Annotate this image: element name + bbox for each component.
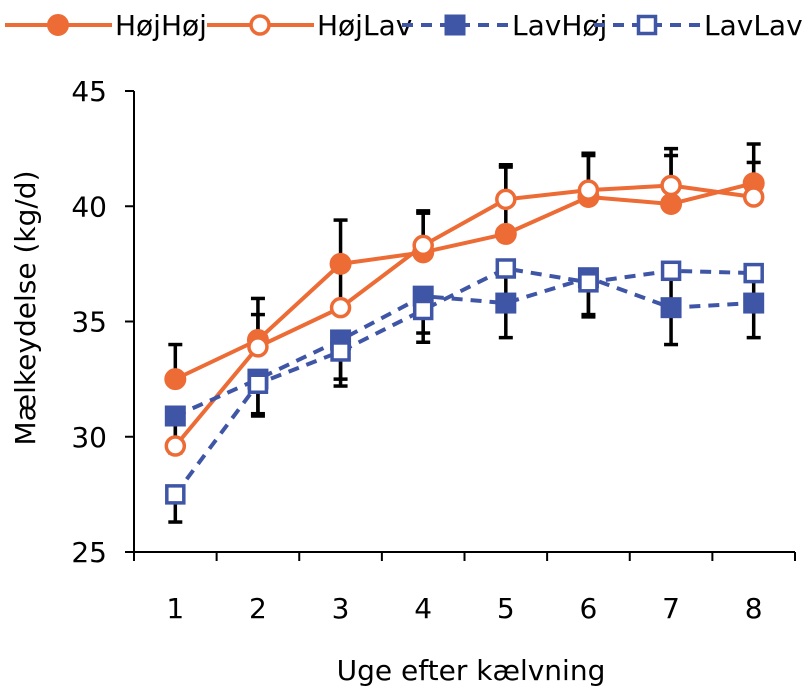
data-point-HøjLav [329,296,352,319]
x-tick-label: 2 [249,592,267,625]
data-point-HøjLav [660,174,682,197]
series-line-LavHøj [174,275,754,418]
legend-label: LavLav [704,9,802,42]
data-point-LavLav [165,484,186,505]
y-axis-label: Mælkeydelse (kg/d) [9,171,42,446]
data-point-LavLav [495,258,517,279]
data-point-HøjLav [247,336,269,358]
y-tick-label: 45 [71,75,107,108]
x-axis: 1 2 3 4 5 6 7 8 [133,551,796,625]
data-point-LavHøj [495,292,517,314]
x-tick-label: 3 [332,592,350,625]
x-axis-label: Uge efter kælvning [337,654,606,687]
legend-marker-LavLav [636,14,658,36]
legend-label: HøjLav [317,9,412,42]
data-point-LavLav [743,262,764,284]
data-point-LavLav [247,373,269,394]
series-line-LavLav [173,266,754,496]
x-tick-label: 8 [745,592,763,625]
y-tick-label: 30 [71,421,107,454]
series-lines [173,181,755,496]
series-markers [164,172,765,505]
x-tick-label: 7 [662,592,680,625]
x-tick-label: 4 [414,592,432,625]
x-tick-label: 6 [580,592,598,625]
data-point-LavHøj [660,297,682,319]
data-point-HøjLav [577,179,600,201]
x-tick-label: 5 [497,592,515,625]
y-tick-label: 35 [71,306,107,339]
legend-label: HøjHøj [115,9,207,42]
data-point-LavLav [330,341,351,362]
x-tick-label: 1 [166,592,184,625]
legend-label: LavHøj [512,9,607,42]
data-point-HøjHøj [494,222,517,245]
data-point-LavHøj [164,405,186,427]
data-point-LavLav [578,272,599,293]
data-point-LavHøj [743,292,765,314]
data-point-HøjHøj [329,252,352,275]
y-tick-label: 25 [71,536,107,569]
series-line-HøjLav [173,183,754,448]
data-point-HøjLav [742,186,765,208]
data-point-HøjLav [412,234,434,257]
legend-marker-HøjHøj [47,14,69,36]
y-axis: 25 30 35 40 45 [71,75,135,569]
legend-marker-HøjLav [249,14,271,36]
data-point-HøjLav [495,188,517,211]
legend-marker-LavHøj [444,14,466,36]
data-point-LavLav [412,299,434,321]
y-tick-label: 40 [71,190,107,223]
data-point-HøjLav [164,435,187,457]
series-line-HøjHøj [174,181,755,381]
legend: HøjHøj HøjLav LavHøj LavLav [5,9,802,42]
data-point-HøjHøj [164,368,187,391]
data-point-HøjHøj [660,192,683,215]
data-point-LavLav [660,260,682,282]
